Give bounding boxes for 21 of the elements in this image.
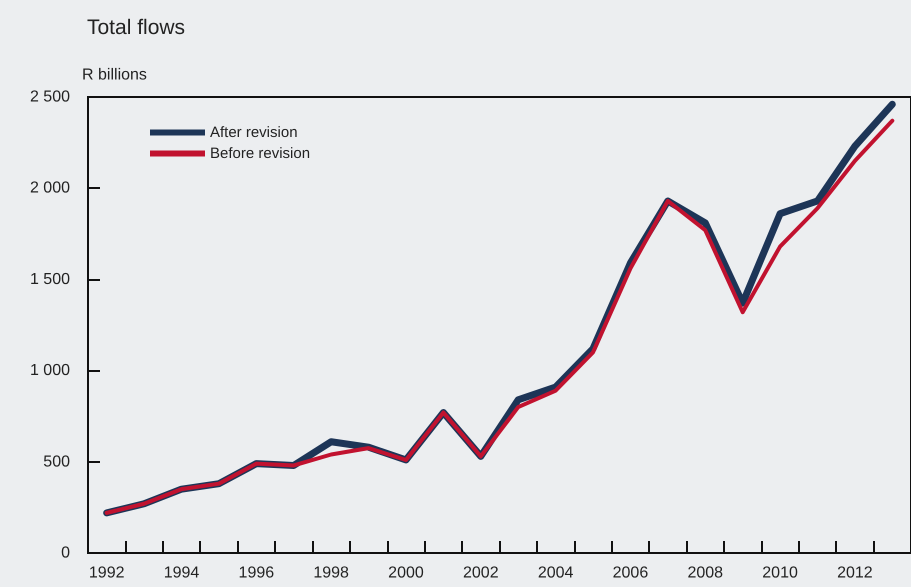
y-tick-label: 2 500 (30, 88, 70, 106)
y-tick-label: 500 (43, 453, 70, 470)
x-tick-label: 1992 (88, 564, 125, 582)
x-tick-label: 2008 (687, 564, 724, 582)
x-tick-label: 1996 (238, 564, 274, 582)
x-tick-label: 2004 (538, 564, 574, 582)
x-tick-label: 2006 (612, 564, 648, 582)
legend-label: Before revision (210, 145, 310, 162)
y-tick-label: 1 500 (30, 270, 70, 288)
chart-title: Total flows (87, 16, 186, 39)
x-tick-label: 2012 (837, 564, 873, 582)
y-axis-title: R billions (82, 66, 147, 84)
y-tick-label: 1 000 (30, 362, 70, 380)
x-tick-label: 2000 (388, 564, 424, 582)
x-tick-label: 2010 (762, 564, 798, 582)
x-tick-label: 1998 (313, 564, 350, 582)
legend-label: After revision (210, 124, 298, 141)
y-tick-label: 2 000 (30, 180, 70, 197)
y-tick-label: 0 (61, 544, 70, 562)
x-tick-label: 2002 (463, 564, 499, 582)
x-tick-label: 1994 (164, 564, 200, 582)
